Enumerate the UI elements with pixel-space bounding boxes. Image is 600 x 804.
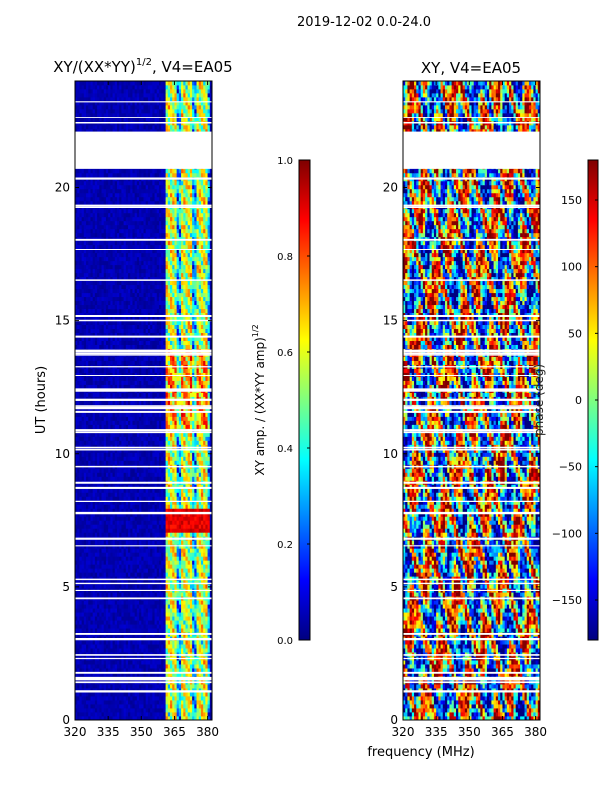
amplitude-y-tick-label: 0 (62, 713, 70, 727)
phase-x-tick-label: 380 (524, 725, 547, 739)
amplitude-colorbar-tick-label: 0.2 (277, 540, 293, 551)
phase-colorbar-tick-label: 0 (575, 394, 582, 407)
amplitude-x-tick-label: 365 (163, 725, 186, 739)
amplitude-colorbar-label-sup: 1/2 (251, 324, 260, 337)
figure-suptitle: 2019-12-02 0.0-24.0 (297, 15, 431, 30)
amplitude-y-tick-label: 5 (62, 580, 70, 594)
phase-y-tick-label: 0 (390, 713, 398, 727)
amplitude-colorbar-tick-label: 0.0 (277, 636, 293, 647)
phase-colorbar-label: phase (deg) (532, 364, 546, 436)
phase-y-tick-label: 5 (390, 580, 398, 594)
phase-panel: XY, V4=EA05 320 335 350 365 380 0 5 10 15 20 freq… (367, 59, 547, 760)
amplitude-panel: XY/(XX*YY)1/2, V4=EA05 320 335 350 365 380 0 5… (34, 57, 233, 739)
x-axis-label: frequency (MHz) (367, 745, 474, 760)
phase-y-tick-label: 15 (383, 314, 398, 328)
phase-panel-title: XY, V4=EA05 (421, 59, 521, 77)
amplitude-x-tick-label: 335 (97, 725, 120, 739)
phase-heatmap (403, 81, 540, 720)
amplitude-colorbar-tick-label: 0.4 (277, 444, 293, 455)
phase-colorbar-tick-label: −50 (559, 461, 582, 474)
amplitude-y-tick-label: 10 (55, 447, 70, 461)
amplitude-colorbar-tick-label: 0.8 (277, 252, 293, 263)
phase-colorbar-tick-label: −150 (552, 594, 582, 607)
amplitude-colorbar-tick-label: 1.0 (277, 156, 293, 167)
amplitude-heatmap (75, 81, 212, 720)
amplitude-colorbar-gradient (299, 160, 310, 640)
amplitude-x-tick-label: 320 (64, 725, 87, 739)
amplitude-title-main: XY/(XX*YY) (53, 58, 136, 76)
amplitude-y-axis-label: UT (hours) (34, 366, 49, 434)
phase-y-tick-label: 20 (383, 181, 398, 195)
amplitude-title-tail: , V4=EA05 (152, 58, 233, 76)
amplitude-x-tick-label: 350 (130, 725, 153, 739)
phase-x-tick-label: 350 (458, 725, 481, 739)
phase-colorbar-tick-label: 100 (561, 261, 582, 274)
phase-x-tick-label: 320 (392, 725, 415, 739)
amplitude-colorbar-label: XY amp. / (XX*YY amp)1/2 (251, 324, 267, 475)
phase-x-tick-label: 365 (491, 725, 514, 739)
amplitude-title-sup: 1/2 (136, 57, 152, 68)
amplitude-colorbar-label-main: XY amp. / (XX*YY amp) (253, 337, 267, 475)
phase-y-tick-label: 10 (383, 447, 398, 461)
phase-colorbar-tick-label: −100 (552, 527, 582, 540)
amplitude-y-tick-label: 20 (55, 181, 70, 195)
amplitude-colorbar: 0.0 0.2 0.4 0.6 0.8 1.0 XY amp. / (XX*YY amp)… (251, 156, 310, 647)
amplitude-colorbar-tick-label: 0.6 (277, 348, 293, 359)
amplitude-panel-title: XY/(XX*YY)1/2, V4=EA05 (53, 57, 232, 76)
phase-colorbar: phase (deg) −150 −100 −50 0 50 100 150 (532, 160, 598, 640)
phase-colorbar-tick-label: 50 (568, 327, 582, 340)
phase-x-tick-label: 335 (425, 725, 448, 739)
amplitude-x-tick-label: 380 (196, 725, 219, 739)
amplitude-y-tick-label: 15 (55, 314, 70, 328)
phase-colorbar-tick-label: 150 (561, 194, 582, 207)
